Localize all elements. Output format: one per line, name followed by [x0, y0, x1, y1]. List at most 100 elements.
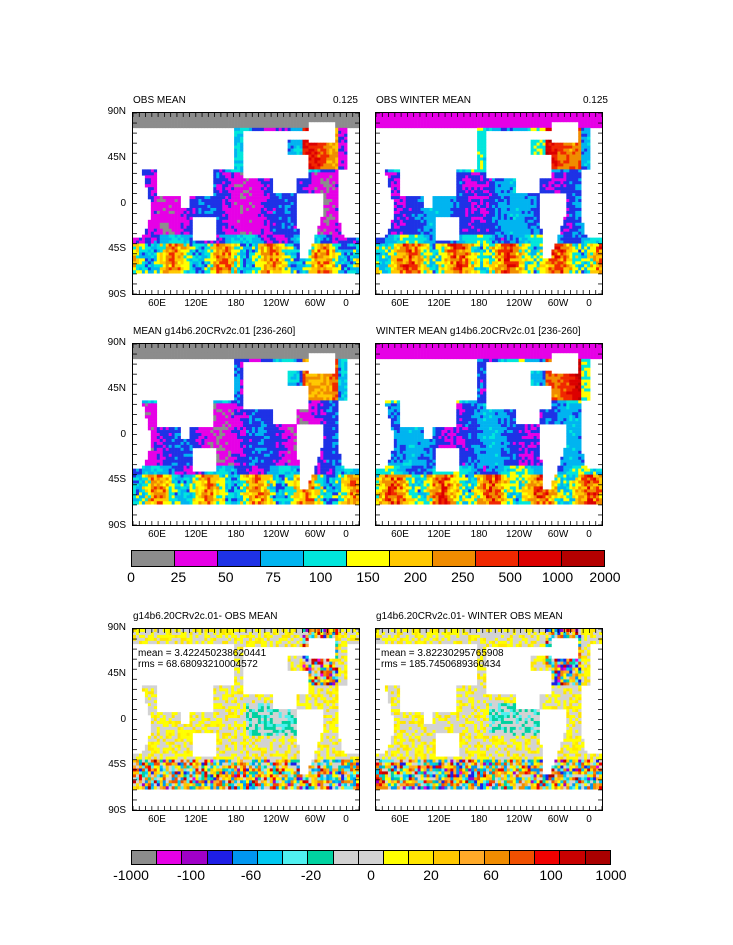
map-cell	[180, 222, 184, 227]
map-cell	[539, 118, 543, 123]
map-cell	[260, 261, 265, 265]
map-cell	[341, 124, 345, 129]
map-cell	[350, 249, 354, 253]
map-cell	[344, 139, 348, 143]
map-cell	[578, 258, 582, 262]
map-cell	[468, 258, 472, 262]
map-cell	[474, 193, 478, 197]
map-cell	[213, 193, 217, 197]
map-cell	[311, 178, 315, 182]
map-cell	[311, 157, 315, 161]
map-cell	[198, 196, 202, 200]
map-cell	[135, 267, 140, 271]
map-cell	[299, 121, 303, 126]
map-cell	[581, 124, 585, 129]
map-cell	[536, 145, 540, 149]
map-cell	[246, 181, 250, 185]
map-cell	[578, 255, 582, 259]
map-cell	[311, 169, 315, 173]
map-cell	[192, 196, 196, 200]
map-cell	[216, 202, 220, 206]
map-cell	[225, 181, 229, 185]
map-cell	[240, 204, 244, 209]
map-cell	[480, 193, 484, 197]
map-cell	[341, 246, 345, 250]
map-cell	[500, 264, 505, 268]
map-cell	[560, 175, 564, 179]
map-cell	[278, 249, 282, 253]
map-cell	[557, 255, 561, 259]
map-cell	[314, 148, 318, 152]
map-cell	[198, 267, 202, 271]
map-cell	[171, 216, 175, 221]
map-cell	[497, 252, 502, 256]
map-cell	[429, 219, 433, 224]
map-cell	[222, 216, 226, 221]
map-cell	[518, 127, 523, 132]
map-cell	[329, 151, 333, 155]
map-cell	[530, 124, 534, 129]
map-cell	[438, 213, 442, 218]
map-cell	[341, 121, 345, 126]
map-cell	[480, 199, 484, 203]
map-cell	[326, 148, 330, 152]
map-cell	[263, 228, 268, 232]
map-cell	[518, 213, 523, 218]
map-cell	[278, 207, 282, 212]
map-cell	[515, 252, 520, 256]
map-cell	[387, 118, 392, 123]
map-cell	[393, 249, 398, 253]
map-cell	[225, 204, 229, 209]
map-cell	[387, 175, 392, 179]
map-cell	[284, 249, 288, 253]
map-cell	[204, 207, 208, 212]
map-cell	[302, 264, 306, 268]
map-cell	[569, 184, 573, 188]
map-cell	[500, 124, 505, 129]
map-cell	[569, 243, 573, 247]
map-cell	[335, 169, 339, 173]
map-cell	[420, 216, 424, 221]
map-cell	[329, 166, 333, 170]
map-cell	[533, 113, 537, 117]
map-cell	[254, 213, 259, 218]
map-cell	[332, 157, 336, 161]
map-cell	[150, 124, 155, 129]
map-cell	[201, 258, 205, 262]
map-cell	[417, 237, 421, 241]
map-cell	[530, 261, 534, 265]
map-cell	[195, 255, 199, 259]
map-cell	[207, 115, 211, 120]
map-cell	[165, 222, 169, 227]
map-cell	[536, 207, 540, 212]
map-cell	[554, 163, 558, 167]
map-cell	[560, 249, 564, 253]
map-cell	[281, 234, 285, 238]
map-cell	[335, 181, 339, 185]
map-cell	[198, 118, 202, 123]
map-cell	[314, 154, 318, 158]
map-cell	[350, 258, 354, 262]
map-cell	[204, 213, 208, 218]
map-cell	[417, 255, 421, 259]
map-cell	[456, 252, 460, 256]
map-cell	[260, 231, 265, 235]
map-cell	[293, 204, 297, 209]
map-cell	[153, 172, 158, 176]
map-cell	[566, 204, 570, 209]
map-cell	[266, 249, 271, 253]
map-cell	[210, 118, 214, 123]
map-cell	[521, 199, 525, 203]
map-cell	[159, 252, 164, 256]
map-cell	[563, 246, 567, 250]
map-cell	[240, 190, 244, 194]
map-cell	[438, 113, 442, 117]
map-cell	[353, 237, 357, 241]
map-cell	[569, 210, 573, 215]
map-cell	[198, 249, 202, 253]
map-cell	[246, 193, 250, 197]
map-cell	[198, 270, 202, 274]
map-cell	[347, 121, 351, 126]
map-cell	[381, 240, 386, 244]
map-cell	[494, 193, 499, 197]
